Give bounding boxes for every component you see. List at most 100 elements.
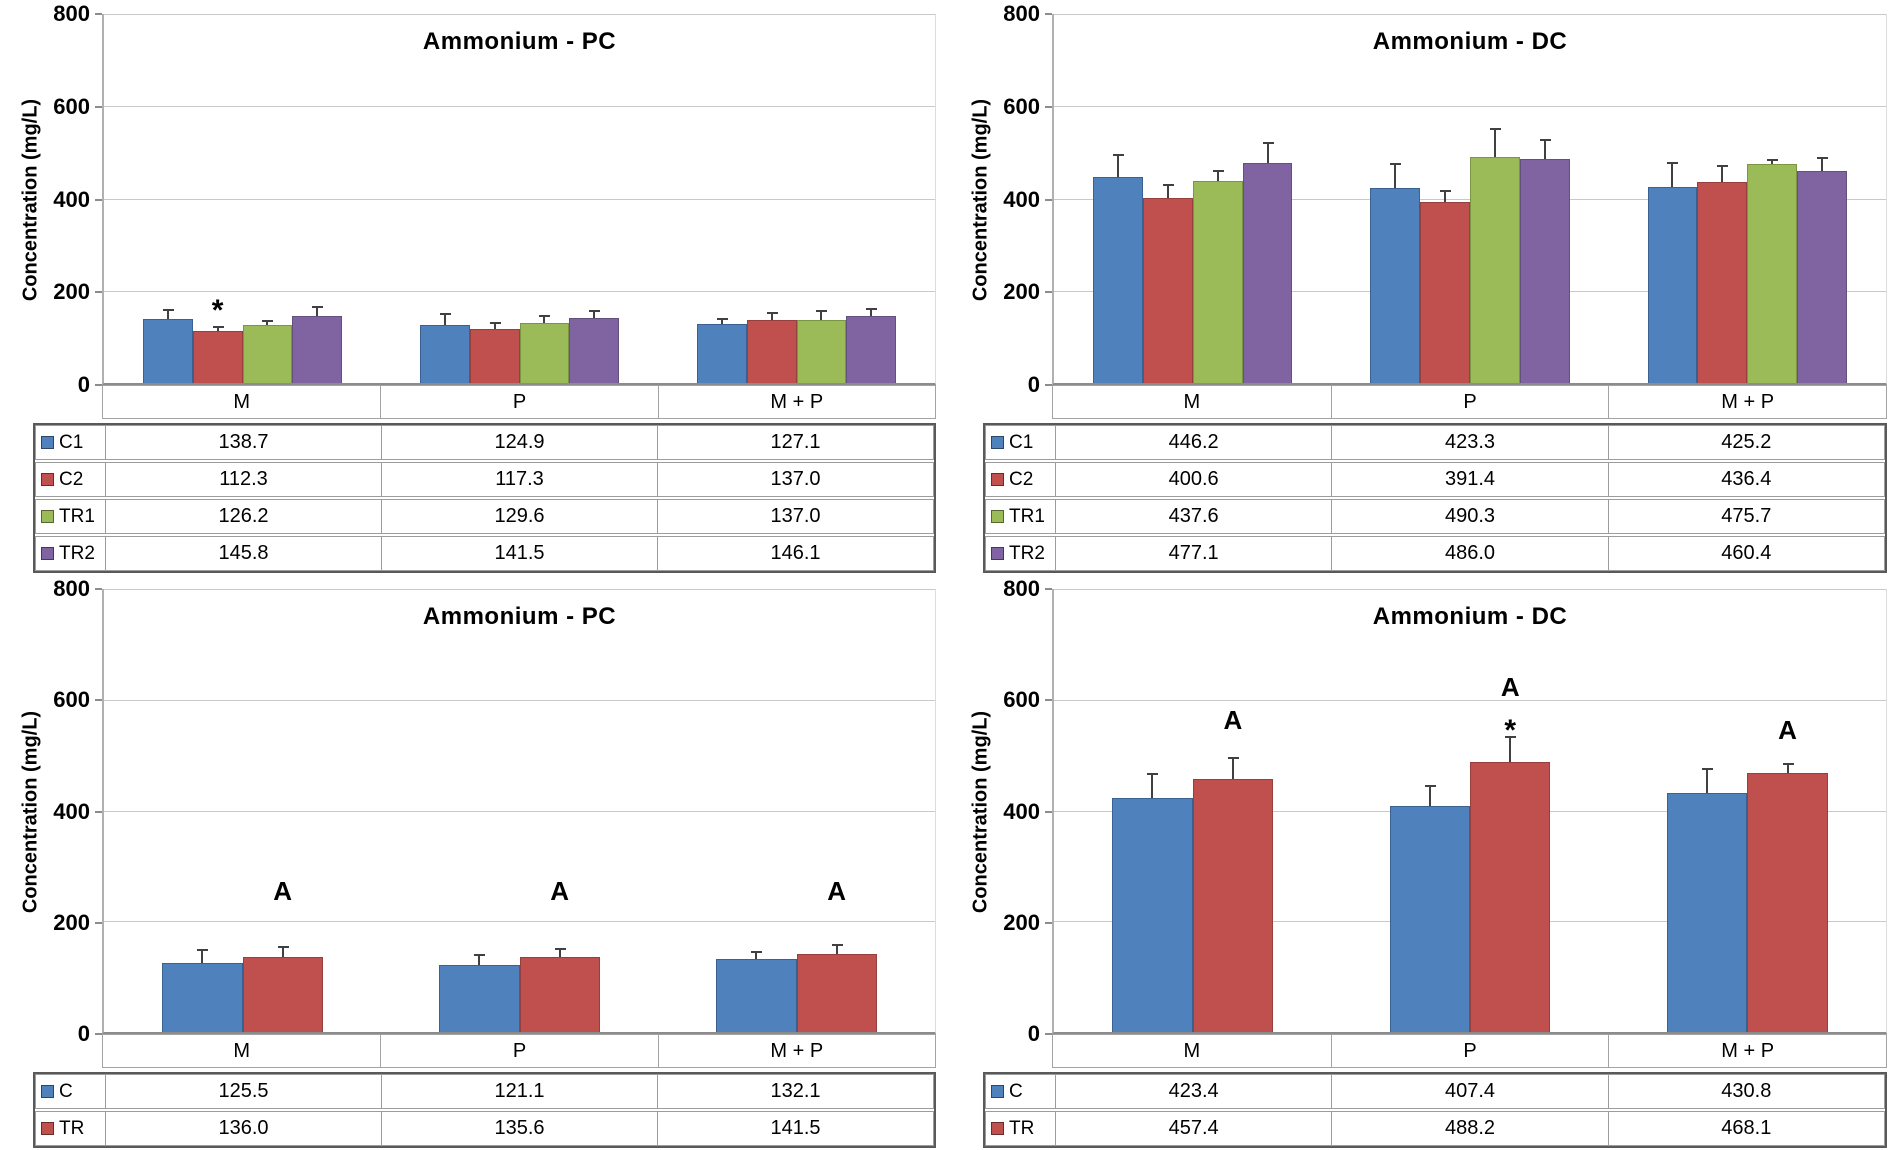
error-bar: [1786, 764, 1789, 773]
gridline: [1054, 106, 1886, 108]
y-tick-mark: [1045, 921, 1052, 924]
value-cell: 138.7: [105, 426, 381, 459]
bar-group-P: [381, 14, 658, 383]
bar-C: [1112, 797, 1193, 1032]
category-label: M: [1183, 390, 1201, 413]
table-row: C1 446.2 423.3 425.2: [985, 425, 1885, 460]
bar-slot: [716, 589, 797, 1032]
value-cell: 407.4: [1331, 1075, 1607, 1108]
value-cell: 423.4: [1055, 1075, 1331, 1108]
chart-title: Ammonium - DC: [1372, 603, 1568, 630]
bar-group-M + P: A: [658, 589, 935, 1032]
bar-C1: [142, 319, 193, 383]
bar-C: [1389, 806, 1470, 1032]
bar-slot: [142, 14, 193, 383]
error-bar: [543, 316, 546, 324]
category-label: P: [1330, 386, 1609, 418]
error-bar-cap: [1212, 170, 1224, 173]
table-row: C2 400.6 391.4 436.4: [985, 462, 1885, 497]
annotation: A: [1223, 704, 1243, 735]
y-tick-mark: [95, 384, 102, 386]
table-row: C 423.4 407.4 430.8: [985, 1074, 1885, 1109]
gridline: [104, 14, 935, 15]
error-bar-cap: [1227, 757, 1239, 760]
error-bar: [266, 321, 269, 325]
series-name: C1: [59, 431, 84, 453]
bar-slot: [1142, 14, 1193, 383]
bar-group-P: [1331, 14, 1608, 383]
bar-group-P: A: [381, 589, 658, 1032]
error-bar: [443, 313, 446, 326]
y-tick-mark: [1045, 291, 1052, 294]
y-tick-label: 800: [1003, 576, 1040, 601]
legend-cell: TR1: [986, 500, 1055, 533]
value-cell: 437.6: [1055, 500, 1331, 533]
error-bar-cap: [1162, 184, 1174, 187]
table-row: TR2 477.1 486.0 460.4: [985, 536, 1885, 571]
bar-slot: [439, 589, 520, 1032]
y-tick-label: 800: [1003, 1, 1040, 26]
chart-panel-top-left: Concentration (mg/L) 0 200 400 600 800 Ammoniu…: [0, 0, 950, 575]
bar-group-M: A: [1054, 589, 1331, 1032]
bar-slot: [519, 14, 570, 383]
gridline: [104, 810, 935, 812]
error-bar: [201, 949, 204, 963]
y-tick-mark: [95, 588, 102, 590]
bar-slot: [1797, 14, 1848, 383]
value-cell: 425.2: [1607, 426, 1884, 459]
error-bar-cap: [312, 306, 324, 309]
value-cell: 475.7: [1607, 500, 1884, 533]
bar-TR2: [1519, 158, 1570, 383]
bar-slot: [1192, 589, 1274, 1032]
bar-slot: [1519, 14, 1570, 383]
bar-C: [716, 958, 797, 1032]
value-cell: 124.9: [381, 426, 657, 459]
error-bar: [1394, 163, 1397, 188]
value-cell: 400.6: [1055, 463, 1331, 496]
value-cell: 121.1: [381, 1075, 657, 1108]
legend-cell: TR2: [986, 537, 1055, 570]
bar-slot: [569, 14, 620, 383]
table-row: TR2 145.8 141.5 146.1: [35, 536, 934, 571]
bar-TR: [1469, 761, 1551, 1032]
y-tick-label: 200: [1003, 279, 1040, 305]
error-bar-cap: [212, 325, 224, 328]
bar-TR2: [846, 315, 897, 383]
error-bar: [1509, 737, 1512, 762]
gridline: [104, 106, 935, 108]
annotation: A: [550, 875, 570, 906]
error-bar-cap: [539, 315, 551, 318]
legend-cell: TR2: [36, 537, 105, 570]
y-tick-label: 200: [1003, 909, 1040, 935]
value-cell: 135.6: [381, 1112, 657, 1145]
error-bar: [1151, 774, 1154, 798]
bar-C2: [192, 331, 243, 383]
value-cell: 136.0: [105, 1112, 381, 1145]
bar-slot: [162, 589, 243, 1032]
annotation: A: [273, 875, 293, 906]
chart-title: Ammonium - PC: [422, 28, 617, 55]
y-tick-label: 0: [1027, 372, 1040, 397]
y-tick-mark: [95, 105, 102, 108]
error-bar: [1721, 166, 1724, 182]
bar-TR1: [1192, 181, 1243, 383]
bar-slot: [192, 14, 243, 383]
series-name: C: [59, 1080, 73, 1102]
bar-C: [439, 964, 520, 1032]
y-tick-mark: [1045, 13, 1052, 15]
table-row: C1 138.7 124.9 127.1: [35, 425, 934, 460]
value-cell: 486.0: [1331, 537, 1607, 570]
error-bar-cap: [751, 950, 763, 953]
category-label: P: [380, 386, 657, 418]
y-tick-mark: [95, 13, 102, 15]
value-cell: 468.1: [1607, 1112, 1884, 1145]
error-bar-cap: [1390, 162, 1402, 165]
y-tick-label: 200: [53, 909, 90, 935]
series-name: TR2: [59, 542, 95, 564]
bar-TR2: [292, 315, 343, 383]
value-cell: 126.2: [105, 500, 381, 533]
gridline: [104, 290, 935, 292]
error-bar-cap: [1112, 153, 1124, 156]
error-bar-cap: [489, 322, 501, 325]
error-bar-cap: [1717, 165, 1729, 168]
